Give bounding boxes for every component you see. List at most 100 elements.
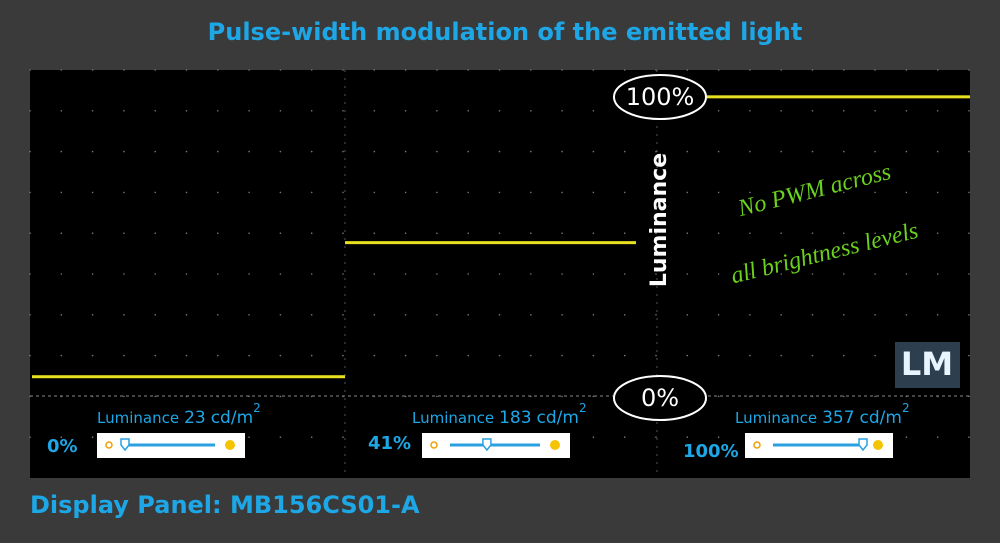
grid-dot: [780, 354, 782, 357]
trace: [32, 375, 345, 379]
grid-dot: [717, 150, 720, 153]
grid-dot: [749, 354, 751, 357]
grid-dot: [968, 436, 970, 439]
grid-dot: [279, 395, 282, 398]
grid-dot: [968, 273, 970, 275]
grid-dot: [123, 191, 125, 194]
sun-small: [430, 441, 438, 449]
grid-dot: [843, 69, 845, 71]
grid-dot: [279, 191, 282, 194]
grid-dot: [592, 314, 595, 316]
grid-dot: [123, 69, 125, 71]
grid-dot: [248, 150, 250, 153]
grid-dot: [467, 69, 470, 71]
grid-dot: [436, 191, 438, 194]
grid-dot: [154, 314, 156, 316]
grid-dot: [936, 191, 939, 194]
grid-dot: [342, 191, 344, 194]
grid-dot: [811, 110, 814, 112]
grid-dot: [185, 69, 188, 71]
slider-knob: [120, 438, 130, 452]
grid-dot: [404, 436, 407, 439]
grid-dot: [686, 191, 689, 194]
grid-dot: [279, 110, 282, 112]
label-ellipse: [613, 74, 707, 120]
grid-dot: [436, 110, 438, 112]
grid-dot: [749, 110, 751, 112]
grid-dot: [655, 273, 657, 275]
brightness-label: 41%: [368, 433, 411, 454]
grid-dot: [968, 314, 970, 316]
grid-dot: [60, 69, 63, 71]
grid-dot: [530, 150, 532, 153]
grid-dot: [217, 110, 219, 112]
luminance-label: Luminance: [97, 409, 179, 427]
grid-dot: [780, 232, 782, 234]
grid-dot: [655, 354, 657, 357]
luminance-unit-exp: 2: [579, 401, 587, 415]
grid-dot: [561, 314, 563, 316]
grid-dot: [968, 150, 970, 153]
grid-dot: [811, 150, 814, 153]
grid-dot: [655, 69, 657, 71]
grid-dot: [29, 314, 31, 316]
grid-dot: [248, 354, 250, 357]
panels: Luminance 23 cd/m20%Luminance 183 cd/m241%Lu…: [47, 401, 910, 463]
grid-dot: [530, 354, 532, 357]
bottom-label: 0%: [641, 384, 679, 412]
grid-dot: [874, 110, 876, 112]
grid-dot: [29, 232, 31, 234]
sun-small: [753, 441, 761, 449]
grid-dot: [279, 436, 282, 439]
grid-dot: [561, 354, 563, 357]
grid-dot: [749, 314, 751, 316]
grid-dot: [968, 232, 970, 234]
trace: [703, 95, 970, 99]
footer: Display Panel: MB156CS01-A: [30, 491, 420, 519]
grid-dot: [874, 314, 876, 316]
grid-dot: [404, 395, 407, 398]
grid-dot: [154, 232, 156, 234]
luminance-unit: cd/m: [860, 408, 902, 428]
slider-knob: [482, 438, 492, 452]
grid-dot: [60, 232, 63, 234]
grid-dot: [780, 314, 782, 316]
grid-dot: [874, 273, 876, 275]
grid-dot: [404, 314, 407, 316]
grid-dot: [404, 150, 407, 153]
grid-dot: [436, 150, 438, 153]
grid-dot: [498, 69, 501, 71]
grid: [29, 69, 970, 439]
grid-dot: [436, 354, 438, 357]
grid-dot: [592, 436, 595, 439]
grid-dot: [623, 314, 626, 316]
grid-dot: [467, 191, 470, 194]
grid-dot: [936, 232, 939, 234]
grid-dot: [655, 436, 657, 439]
grid-dot: [561, 232, 563, 234]
grid-dot: [248, 273, 250, 275]
grid-dot: [936, 314, 939, 316]
grid-dot: [123, 354, 125, 357]
grid-dot: [373, 69, 376, 71]
brightness-label: 100%: [683, 441, 739, 462]
grid-dot: [310, 232, 313, 234]
grid-dot: [905, 273, 908, 275]
grid-dot: [436, 314, 438, 316]
grid-dot: [60, 314, 63, 316]
grid-dot: [185, 110, 188, 112]
luminance-caption: Luminance 23 cd/m2: [97, 401, 261, 429]
grid-dot: [780, 110, 782, 112]
grid-dot: [655, 191, 657, 194]
grid-dot: [467, 354, 470, 357]
grid-dot: [936, 436, 939, 439]
grid-dot: [936, 273, 939, 275]
grid-dot: [404, 110, 407, 112]
grid-dot: [936, 69, 939, 71]
grid-dot: [561, 69, 563, 71]
grid-dot: [373, 191, 376, 194]
grid-dot: [310, 150, 313, 153]
grid-dot: [717, 436, 720, 439]
grid-dot: [154, 110, 156, 112]
grid-dot: [623, 150, 626, 153]
